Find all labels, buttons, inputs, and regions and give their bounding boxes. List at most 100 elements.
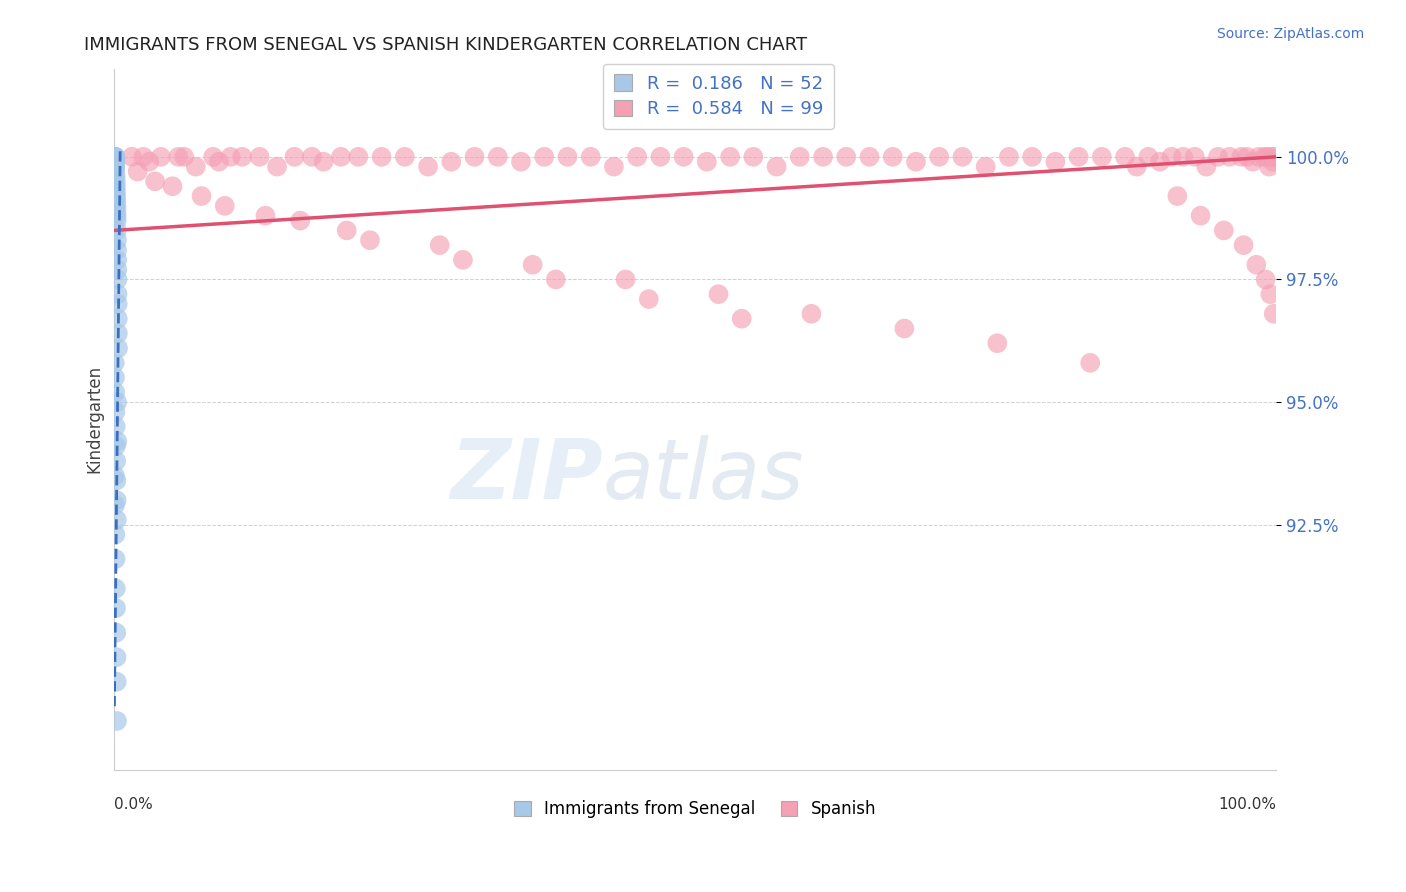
Point (104, 552, 127, 566)
Text: atlas: atlas (602, 435, 804, 516)
Point (105, 199, 128, 213)
Point (149, 150, 172, 164)
Point (105, 223, 128, 237)
Point (104, 160, 127, 174)
Point (464, 150, 486, 164)
Point (858, 150, 880, 164)
Point (107, 272, 129, 286)
Point (1246, 258, 1268, 272)
Point (626, 150, 648, 164)
Point (1263, 307, 1285, 321)
Point (105, 714, 128, 728)
Point (557, 150, 579, 164)
Point (603, 160, 626, 174)
Point (1254, 272, 1277, 286)
Point (522, 258, 544, 272)
Point (765, 160, 787, 174)
Y-axis label: Kindergarten: Kindergarten (86, 365, 103, 474)
Point (138, 154, 160, 169)
Point (167, 150, 190, 164)
Text: ZIP: ZIP (450, 435, 602, 516)
Text: 100.0%: 100.0% (1218, 797, 1277, 812)
Point (173, 150, 195, 164)
Point (104, 419, 127, 434)
Point (637, 292, 659, 306)
Point (1212, 223, 1234, 237)
Point (731, 311, 754, 326)
Point (107, 311, 129, 326)
Point (105, 601, 128, 615)
Point (1247, 150, 1270, 164)
Point (104, 169, 127, 184)
Point (928, 150, 950, 164)
Text: 0.0%: 0.0% (114, 797, 153, 812)
Point (162, 179, 184, 194)
Point (105, 625, 128, 640)
Point (1137, 150, 1160, 164)
Point (486, 150, 509, 164)
Point (952, 150, 974, 164)
Point (105, 674, 128, 689)
Point (105, 262, 128, 277)
Text: Source: ZipAtlas.com: Source: ZipAtlas.com (1216, 27, 1364, 41)
Point (1256, 150, 1278, 164)
Point (696, 154, 718, 169)
Point (811, 150, 834, 164)
Point (105, 203, 128, 218)
Point (104, 370, 127, 384)
Point (1236, 150, 1258, 164)
Point (1125, 160, 1147, 174)
Point (105, 213, 128, 227)
Point (107, 287, 129, 301)
Point (290, 213, 312, 227)
Point (104, 468, 127, 483)
Point (104, 174, 127, 188)
Legend: Immigrants from Senegal, Spanish: Immigrants from Senegal, Spanish (508, 794, 883, 825)
Point (254, 209, 277, 223)
Point (533, 150, 555, 164)
Point (1261, 154, 1284, 169)
Point (440, 154, 463, 169)
Point (312, 154, 335, 169)
Point (219, 150, 242, 164)
Point (266, 160, 288, 174)
Point (202, 150, 225, 164)
Point (231, 150, 253, 164)
Point (1258, 160, 1281, 174)
Point (835, 150, 858, 164)
Point (121, 150, 143, 164)
Point (707, 287, 730, 301)
Point (1149, 154, 1171, 169)
Point (105, 493, 128, 508)
Point (104, 405, 127, 419)
Point (1206, 150, 1229, 164)
Point (650, 150, 672, 164)
Point (904, 154, 927, 169)
Point (105, 233, 128, 247)
Point (1260, 150, 1282, 164)
Point (105, 243, 128, 257)
Point (1114, 150, 1136, 164)
Point (359, 233, 381, 247)
Point (104, 150, 127, 164)
Point (105, 434, 128, 449)
Point (1078, 356, 1101, 370)
Point (451, 252, 474, 267)
Point (1232, 238, 1254, 252)
Point (510, 154, 533, 169)
Point (789, 150, 811, 164)
Point (105, 650, 128, 665)
Point (104, 356, 127, 370)
Text: IMMIGRANTS FROM SENEGAL VS SPANISH KINDERGARTEN CORRELATION CHART: IMMIGRANTS FROM SENEGAL VS SPANISH KINDE… (84, 36, 807, 54)
Point (394, 150, 416, 164)
Point (429, 238, 451, 252)
Point (1189, 209, 1212, 223)
Point (718, 150, 741, 164)
Point (1091, 150, 1114, 164)
Point (107, 297, 129, 311)
Point (742, 150, 765, 164)
Point (1160, 150, 1182, 164)
Point (107, 341, 129, 355)
Point (127, 164, 149, 178)
Point (132, 150, 155, 164)
